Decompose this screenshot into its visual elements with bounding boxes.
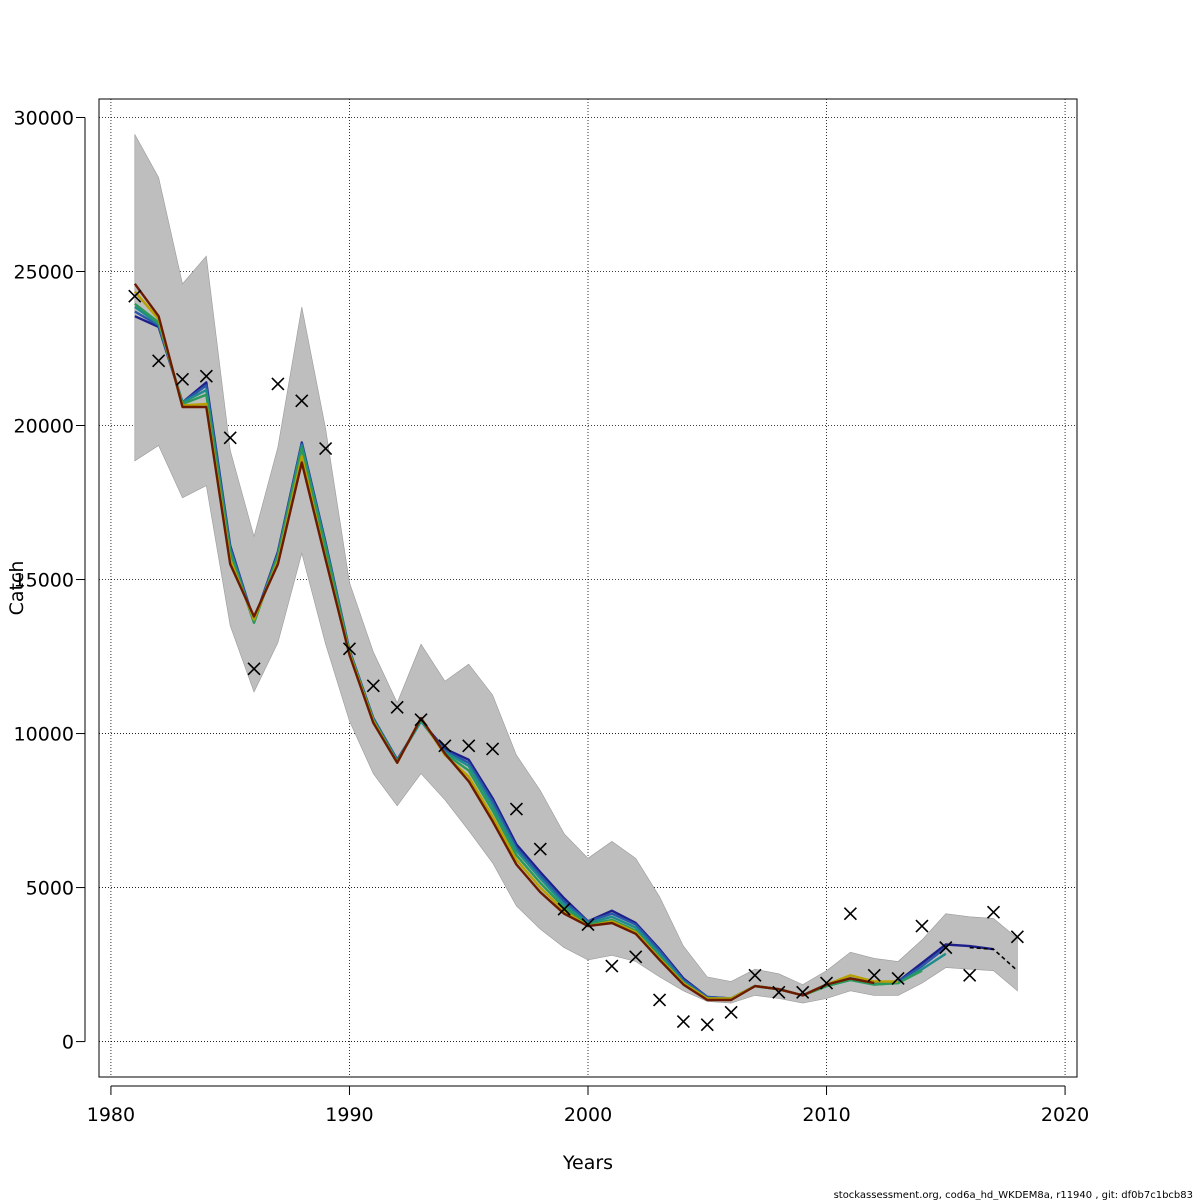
y-tick-label: 5000 <box>26 878 74 900</box>
observation-point <box>867 968 881 982</box>
observation-point <box>963 968 977 982</box>
observation-point <box>128 289 142 303</box>
footer-note: stockassessment.org, cod6a_hd_WKDEM8a, r… <box>834 1190 1193 1200</box>
observation-point <box>819 976 834 990</box>
plot-frame <box>98 98 1078 1078</box>
observation-point <box>438 739 452 753</box>
x-tick-label: 2020 <box>1041 1104 1089 1126</box>
observation-point <box>986 905 1001 919</box>
axes: 1980 1990 2000 2010 2020 0 5000 10000 15000 20000… <box>14 107 1090 1126</box>
y-axis-title: Catch <box>6 561 28 616</box>
y-tick-label: 15000 <box>14 570 74 592</box>
observation-point <box>581 917 595 932</box>
observation-point <box>843 907 857 921</box>
y-tick-label: 0 <box>62 1032 74 1054</box>
y-tick-label: 20000 <box>14 416 74 438</box>
observation-point <box>342 642 357 656</box>
observation-point <box>486 742 500 756</box>
x-tick-label: 1990 <box>325 1104 373 1126</box>
confidence-band-area <box>134 134 1018 1004</box>
observation-point <box>366 679 380 693</box>
observation-point <box>175 372 190 386</box>
series-line-6 <box>133 283 875 1002</box>
observation-point <box>319 442 333 456</box>
observation-point <box>295 394 309 408</box>
observation-point <box>390 700 404 714</box>
observation-point <box>509 802 524 816</box>
x-tick-label: 2000 <box>564 1104 612 1126</box>
observation-point <box>915 919 929 933</box>
observation-points <box>128 289 1024 1032</box>
x-tick-label: 1980 <box>87 1104 135 1126</box>
observation-point <box>652 993 667 1007</box>
confidence-band <box>134 134 1018 1004</box>
observation-point <box>629 950 643 964</box>
y-tick-label: 10000 <box>14 724 74 746</box>
observation-point <box>605 959 619 973</box>
observation-point <box>462 739 476 753</box>
series-lines <box>133 283 1018 1002</box>
observation-point <box>271 377 285 391</box>
observation-point <box>796 985 810 999</box>
series-line-7 <box>969 946 1018 972</box>
observation-point <box>414 713 428 727</box>
observation-point <box>247 662 261 676</box>
observation-point <box>891 971 905 985</box>
x-tick-label: 2010 <box>802 1104 850 1126</box>
observation-point <box>748 968 762 982</box>
observation-point <box>939 941 953 955</box>
y-tick-label: 25000 <box>14 261 74 283</box>
observation-point <box>199 369 213 383</box>
observation-point <box>772 985 786 999</box>
observation-point <box>1010 930 1024 944</box>
observation-point <box>533 842 547 856</box>
observation-point <box>557 902 571 916</box>
observation-point <box>676 1014 690 1029</box>
y-tick-label: 30000 <box>14 107 74 129</box>
observation-point <box>152 354 166 368</box>
x-axis-title: Years <box>562 1152 613 1174</box>
observation-point <box>700 1018 714 1032</box>
observation-point <box>223 431 237 445</box>
observation-point <box>724 1005 738 1019</box>
